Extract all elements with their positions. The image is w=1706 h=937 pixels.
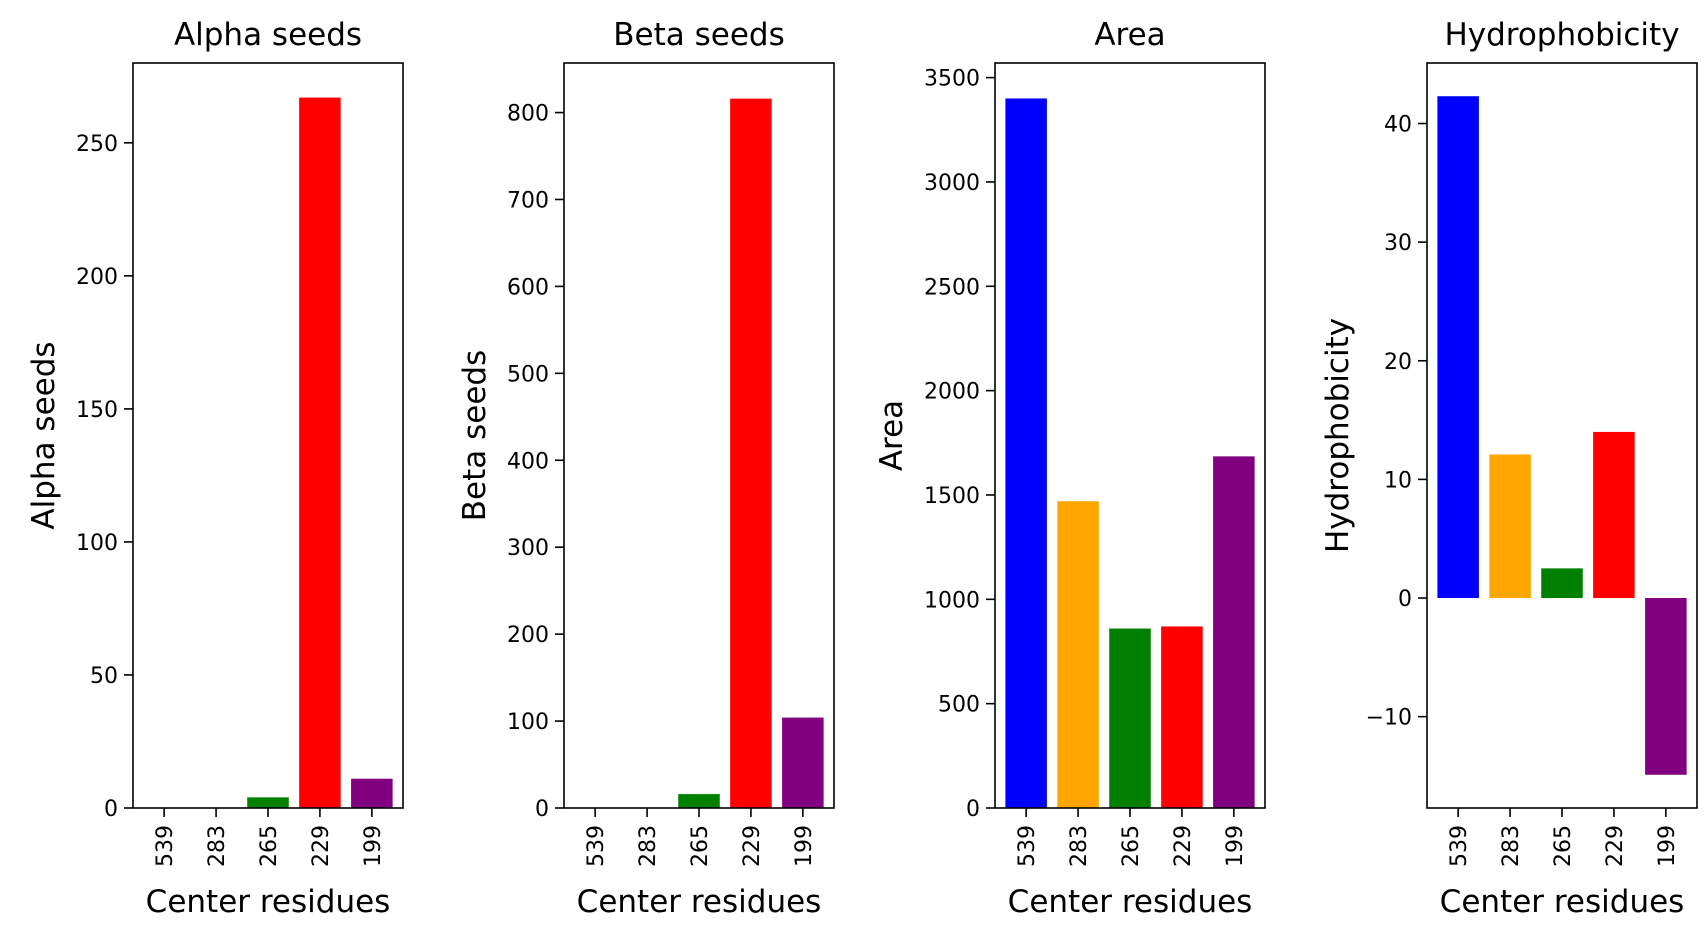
y-tick-label: 500 [507,362,549,387]
x-tick-label: 229 [740,825,765,867]
y-tick-label: 10 [1384,468,1412,493]
y-tick-label: 200 [507,623,549,648]
y-tick-label: 300 [507,536,549,561]
y-tick-label: 500 [938,693,980,718]
y-tick-label: 150 [76,398,118,423]
bar-283 [1057,501,1099,808]
x-tick-label: 199 [1655,825,1680,867]
plot-frame [563,62,835,809]
x-tick-label: 539 [153,825,178,867]
y-axis-label: Area [874,400,910,471]
x-tick-label: 539 [584,825,609,867]
bar-265 [1109,628,1151,808]
y-tick-label: 0 [1398,587,1412,612]
y-tick-label: −10 [1366,706,1412,731]
chart-beta-seeds: 0 100 200 300 400 500 600 700 800 539 283 265 229 199… [457,17,835,920]
y-tick-label: 100 [76,531,118,556]
chart-hydrophobicity: −10 0 10 20 30 40 539 283 265 229 199 Hydrophobicit… [1320,17,1698,920]
x-tick-label: 265 [688,825,713,867]
chart-area: 0 500 1000 1500 2000 2500 3000 3500 539 283 265 229… [874,17,1266,920]
plot-frame [132,62,404,809]
bar-265 [678,794,720,808]
bar-229 [299,97,341,809]
bar-199 [1213,456,1255,808]
chart-title: Area [1094,17,1165,53]
y-tick-label: 3000 [924,171,980,196]
x-axis-label: Center residues [1008,884,1253,920]
y-tick-label: 200 [76,265,118,290]
y-tick-label: 0 [966,797,980,822]
x-tick-label: 199 [361,825,386,867]
y-tick-label: 50 [90,664,118,689]
x-axis-label: Center residues [577,884,822,920]
y-tick-label: 2000 [924,380,980,405]
y-tick-label: 3500 [924,67,980,92]
x-tick-label: 539 [1015,825,1040,867]
bar-199 [782,717,824,808]
y-tick-label: 100 [507,710,549,735]
x-tick-label: 283 [636,825,661,867]
x-tick-label: 283 [1499,825,1524,867]
bar-229 [1593,431,1635,599]
x-tick-label: 265 [1551,825,1576,867]
x-tick-label: 283 [205,825,230,867]
bar-229 [730,98,772,808]
x-tick-label: 539 [1447,825,1472,867]
y-tick-label: 30 [1384,231,1412,256]
y-tick-label: 400 [507,449,549,474]
chart-title: Hydrophobicity [1444,17,1679,53]
bar-539 [1005,98,1047,809]
bar-283 [1489,454,1531,599]
y-tick-label: 1500 [924,484,980,509]
bar-539 [1437,96,1479,599]
x-tick-label: 283 [1067,825,1092,867]
bar-229 [1161,626,1203,808]
y-tick-label: 2500 [924,275,980,300]
bar-199 [1645,598,1687,775]
y-tick-label: 20 [1384,350,1412,375]
bar-265 [1541,568,1583,599]
x-axis-label: Center residues [146,884,391,920]
y-axis-label: Alpha seeds [26,341,62,529]
y-tick-label: 600 [507,275,549,300]
chart-title: Alpha seeds [174,17,362,53]
chart-title: Beta seeds [613,17,784,53]
x-tick-label: 199 [792,825,817,867]
x-tick-label: 229 [1603,825,1628,867]
y-axis-label: Hydrophobicity [1320,318,1356,553]
y-axis-label: Beta seeds [457,350,493,521]
y-tick-label: 250 [76,132,118,157]
x-axis-label: Center residues [1440,884,1685,920]
x-tick-label: 265 [1119,825,1144,867]
x-tick-label: 229 [1171,825,1196,867]
y-tick-label: 1000 [924,588,980,613]
y-tick-label: 700 [507,188,549,213]
y-tick-label: 40 [1384,113,1412,138]
bar-199 [351,778,393,808]
x-tick-label: 229 [309,825,334,867]
y-tick-label: 800 [507,102,549,127]
x-tick-label: 265 [257,825,282,867]
y-tick-label: 0 [104,797,118,822]
x-tick-label: 199 [1223,825,1248,867]
y-tick-label: 0 [535,797,549,822]
bar-265 [247,797,289,808]
chart-alpha-seeds: 0 50 100 150 200 250 539 283 265 229 199 Alpha seed… [26,17,404,920]
